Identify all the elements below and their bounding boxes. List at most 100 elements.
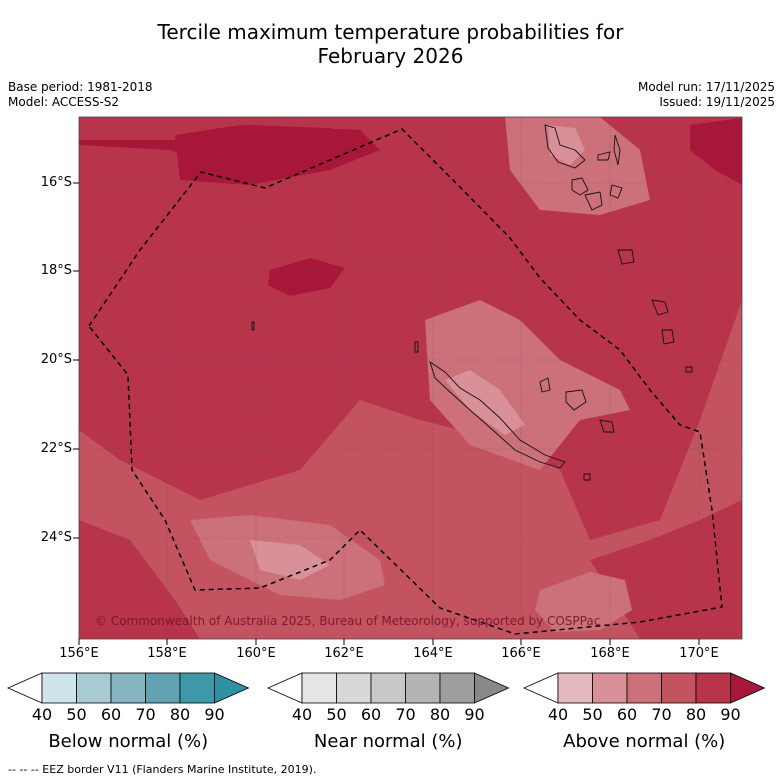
colorbar-tick-label: 70	[395, 705, 416, 724]
colorbar-segment	[592, 672, 628, 704]
colorbar-segment	[336, 672, 372, 704]
mare-outline	[599, 419, 615, 433]
colorbar-tick-label: 90	[720, 705, 741, 724]
tanna-outline	[617, 249, 635, 265]
colorbar-tick-label: 80	[169, 705, 191, 724]
lon-label: 160°E	[236, 646, 276, 661]
island-outline	[584, 191, 603, 211]
colorbar-segment	[439, 672, 475, 704]
colorbar-segment	[695, 672, 731, 704]
colorbar-segment	[405, 672, 441, 704]
colorbar-segment	[41, 672, 77, 704]
field-region-50	[445, 370, 525, 435]
island-outline	[661, 329, 675, 345]
field-region-60	[535, 572, 632, 632]
colorbar-tick-label: 50	[66, 705, 87, 724]
colorbar-segment	[145, 672, 181, 704]
colorbar-tick-label: 50	[326, 705, 347, 724]
isle-of-pines-outline	[583, 473, 591, 481]
model-name: Model: ACCESS-S2	[8, 95, 120, 109]
colorbar-tick-label: 60	[360, 705, 382, 724]
colorbar-tick-label: 40	[547, 705, 569, 724]
axis-ticks	[73, 182, 700, 645]
colorbar-max-extension	[214, 672, 250, 704]
colorbar-max-extension	[474, 672, 510, 704]
efate-outline	[609, 184, 623, 199]
colorbar-tick-label: 40	[31, 705, 53, 724]
island-outline	[414, 341, 419, 353]
lat-label: 16°S	[40, 175, 72, 190]
lon-label: 170°E	[679, 646, 719, 661]
field-region-80	[79, 117, 742, 540]
lat-label: 20°S	[40, 352, 72, 367]
colorbar-segment	[626, 672, 662, 704]
lon-label: 162°E	[324, 646, 364, 661]
field-region-90	[268, 258, 345, 296]
meta-left: Base period: 1981-2018 Model: ACCESS-S2	[8, 80, 153, 110]
colorbar-tick-label: 50	[582, 705, 603, 724]
field-region-90	[175, 125, 380, 185]
field-region-80	[79, 520, 200, 639]
island-outline	[597, 151, 611, 161]
colorbar-title: Below normal (%)	[48, 731, 209, 752]
island-outline	[651, 299, 669, 316]
lon-label: 164°E	[413, 646, 453, 661]
colorbar-title: Above normal (%)	[563, 731, 726, 752]
issued-date: Issued: 19/11/2025	[659, 95, 775, 109]
field-region-50	[250, 540, 330, 580]
coastlines	[251, 124, 693, 481]
colorbar-tick-label: 90	[464, 705, 485, 724]
colorbar-tick-label: 40	[291, 705, 313, 724]
probability-field	[79, 117, 742, 639]
field-region-90	[690, 118, 742, 185]
copyright-notice: © Commonwealth of Australia 2025, Bureau…	[95, 614, 601, 628]
meta-right: Model run: 17/11/2025 Issued: 19/11/2025	[638, 80, 775, 110]
colorbars	[7, 672, 766, 704]
colorbar-segment	[557, 672, 593, 704]
colorbar-tick-label: 60	[100, 705, 122, 724]
lon-label: 168°E	[590, 646, 630, 661]
colorbar-segment	[179, 672, 215, 704]
espiritu-santo-outline	[544, 124, 586, 169]
colorbar-min-extension	[523, 672, 559, 704]
island-outline	[685, 366, 693, 373]
lat-label: 22°S	[40, 441, 72, 456]
title-line-2: February 2026	[317, 44, 464, 68]
lifou-outline	[565, 389, 587, 411]
lon-label: 166°E	[501, 646, 541, 661]
colorbar-tick-label: 90	[204, 705, 225, 724]
eez-border	[88, 128, 723, 635]
colorbar-segment	[76, 672, 112, 704]
graticule	[79, 117, 742, 639]
colorbar-min-extension	[7, 672, 43, 704]
colorbar-tick-label: 70	[651, 705, 672, 724]
island-outline	[613, 134, 621, 166]
title-line-1: Tercile maximum temperature probabilitie…	[157, 20, 624, 44]
base-period: Base period: 1981-2018	[8, 80, 153, 94]
colorbar-tick-label: 80	[429, 705, 451, 724]
colorbar-tick-label: 80	[685, 705, 707, 724]
eez-footnote: -- -- -- EEZ border V11 (Flanders Marine…	[8, 763, 317, 776]
map-frame	[78, 116, 743, 640]
ouvea-outline	[539, 377, 551, 393]
colorbar-max-extension	[730, 672, 766, 704]
colorbar-title: Near normal (%)	[313, 731, 463, 752]
model-run: Model run: 17/11/2025	[637, 80, 775, 94]
island-outline	[251, 321, 255, 331]
colorbar-segment	[301, 672, 337, 704]
colorbar-segment	[110, 672, 146, 704]
colorbar-segment	[370, 672, 406, 704]
colorbar-segment	[661, 672, 697, 704]
colorbar-min-extension	[267, 672, 303, 704]
colorbar-tick-label: 60	[616, 705, 638, 724]
colorbar-tick-label: 70	[135, 705, 156, 724]
lat-label: 24°S	[40, 530, 72, 545]
field-region-60	[425, 300, 630, 470]
lon-label: 158°E	[147, 646, 187, 661]
map-title: Tercile maximum temperature probabilitie…	[0, 20, 781, 68]
lat-label: 18°S	[40, 263, 72, 278]
new-caledonia-outline	[429, 360, 566, 469]
lon-label: 156°E	[59, 646, 99, 661]
malakula-outline	[571, 177, 589, 196]
